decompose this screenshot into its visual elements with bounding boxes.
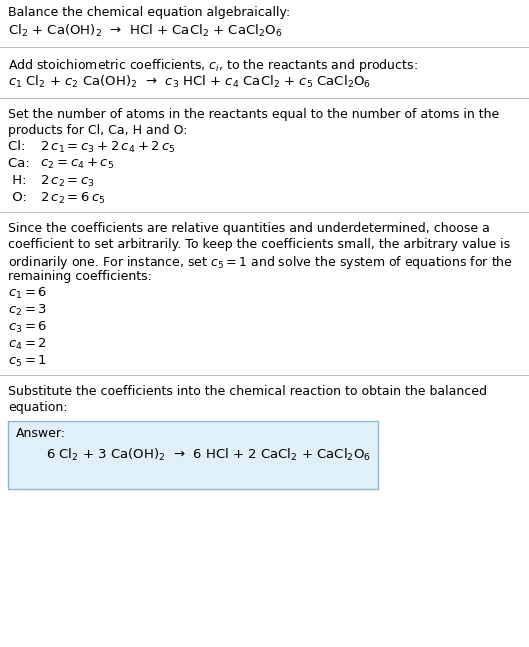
FancyBboxPatch shape bbox=[8, 421, 378, 489]
Text: products for Cl, Ca, H and O:: products for Cl, Ca, H and O: bbox=[8, 124, 187, 137]
Text: H:: H: bbox=[8, 174, 31, 187]
Text: O:: O: bbox=[8, 191, 31, 204]
Text: coefficient to set arbitrarily. To keep the coefficients small, the arbitrary va: coefficient to set arbitrarily. To keep … bbox=[8, 238, 510, 251]
Text: remaining coefficients:: remaining coefficients: bbox=[8, 270, 152, 283]
Text: $2\,c_2 = c_3$: $2\,c_2 = c_3$ bbox=[36, 174, 95, 189]
Text: Cl$_2$ + Ca(OH)$_2$  →  HCl + CaCl$_2$ + CaCl$_2$O$_6$: Cl$_2$ + Ca(OH)$_2$ → HCl + CaCl$_2$ + C… bbox=[8, 23, 282, 39]
Text: Cl:: Cl: bbox=[8, 140, 30, 153]
Text: $c_1 = 6$: $c_1 = 6$ bbox=[8, 286, 47, 301]
Text: $c_4 = 2$: $c_4 = 2$ bbox=[8, 337, 47, 352]
Text: $c_2 = c_4 + c_5$: $c_2 = c_4 + c_5$ bbox=[36, 157, 114, 171]
Text: $2\,c_2 = 6\,c_5$: $2\,c_2 = 6\,c_5$ bbox=[36, 191, 105, 206]
Text: $c_2 = 3$: $c_2 = 3$ bbox=[8, 303, 47, 318]
Text: $2\,c_1 = c_3 + 2\,c_4 + 2\,c_5$: $2\,c_1 = c_3 + 2\,c_4 + 2\,c_5$ bbox=[36, 140, 176, 155]
Text: $c_1$ Cl$_2$ + $c_2$ Ca(OH)$_2$  →  $c_3$ HCl + $c_4$ CaCl$_2$ + $c_5$ CaCl$_2$O: $c_1$ Cl$_2$ + $c_2$ Ca(OH)$_2$ → $c_3$ … bbox=[8, 74, 371, 90]
Text: $c_3 = 6$: $c_3 = 6$ bbox=[8, 320, 47, 335]
Text: 6 Cl$_2$ + 3 Ca(OH)$_2$  →  6 HCl + 2 CaCl$_2$ + CaCl$_2$O$_6$: 6 Cl$_2$ + 3 Ca(OH)$_2$ → 6 HCl + 2 CaCl… bbox=[46, 447, 371, 463]
Text: Since the coefficients are relative quantities and underdetermined, choose a: Since the coefficients are relative quan… bbox=[8, 222, 490, 235]
Text: Answer:: Answer: bbox=[16, 427, 66, 440]
Text: ordinarily one. For instance, set $c_5 = 1$ and solve the system of equations fo: ordinarily one. For instance, set $c_5 =… bbox=[8, 254, 513, 271]
Text: Balance the chemical equation algebraically:: Balance the chemical equation algebraica… bbox=[8, 6, 290, 19]
Text: Ca:: Ca: bbox=[8, 157, 34, 170]
Text: Set the number of atoms in the reactants equal to the number of atoms in the: Set the number of atoms in the reactants… bbox=[8, 108, 499, 121]
Text: equation:: equation: bbox=[8, 401, 68, 414]
Text: Add stoichiometric coefficients, $c_i$, to the reactants and products:: Add stoichiometric coefficients, $c_i$, … bbox=[8, 57, 418, 74]
Text: Substitute the coefficients into the chemical reaction to obtain the balanced: Substitute the coefficients into the che… bbox=[8, 385, 487, 398]
Text: $c_5 = 1$: $c_5 = 1$ bbox=[8, 354, 47, 369]
